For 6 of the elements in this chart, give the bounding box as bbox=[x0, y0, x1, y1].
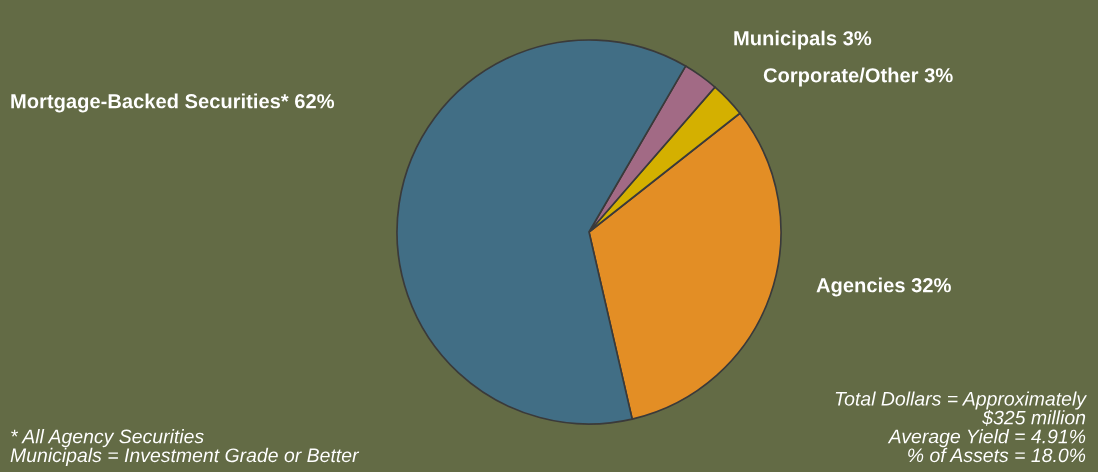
slice-label: Corporate/Other 3% bbox=[763, 67, 953, 87]
slice-label: Mortgage-Backed Securities* 62% bbox=[11, 93, 335, 113]
text: * All Agency Securities Municipals = Investment Grade or Better bbox=[10, 429, 360, 466]
text: Total Dollars = Approximately $325 million Average Yield = 4.91% % of Assets = 18.0% bbox=[835, 391, 1087, 463]
slice-label: Agencies 32% bbox=[816, 277, 951, 297]
slice-label: Municipals 3% bbox=[734, 30, 872, 50]
